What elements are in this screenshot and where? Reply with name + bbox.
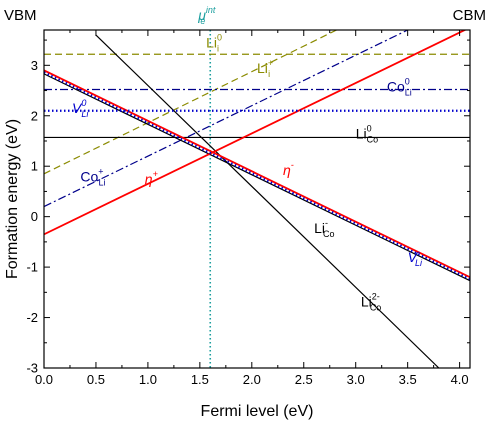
series-line-3: [44, 30, 410, 208]
series-line-8: [44, 71, 470, 281]
plot-area: [44, 30, 470, 368]
x-tick-label-6: 3.0: [347, 372, 365, 387]
x-tick-label-8: 4.0: [451, 372, 469, 387]
plot-frame: [43, 29, 471, 369]
y-tick-label-6: 3: [31, 58, 38, 73]
x-tick-label-1: 0.5: [87, 372, 105, 387]
x-tick-label-5: 2.5: [295, 372, 313, 387]
cbm-label: CBM: [453, 7, 486, 24]
y-axis-title: Formation energy (eV): [4, 119, 21, 279]
series-label-0: Li0 i: [206, 33, 222, 54]
series-label-2: Co0 Li: [387, 77, 412, 98]
x-axis-title: Fermi level (eV): [201, 403, 314, 420]
series-label-1: Li+ i: [257, 58, 273, 79]
series-line-9: [44, 69, 470, 279]
series-label-8: V-Li: [408, 247, 423, 268]
axes-layer: 0.0 0.5 1.0 1.5 2.0 2.5 3.0 3.5 4.0 -3 -2 -1 0 1 2 3 Fer…: [4, 29, 471, 420]
series-label-9: η-: [283, 160, 294, 178]
x-tick-label-0: 0.0: [35, 372, 53, 387]
mu-e-int-label: μint e: [197, 5, 216, 26]
series-line-10: [44, 30, 467, 236]
y-tick-label-2: -1: [26, 260, 38, 275]
y-tick-label-0: -3: [26, 361, 38, 376]
y-tick-label-5: 2: [31, 108, 38, 123]
vbm-label: VBM: [4, 7, 37, 24]
y-tick-label-3: 0: [31, 209, 38, 224]
series-label-10: η+: [145, 169, 158, 187]
series-line-1: [44, 30, 338, 175]
y-tick-label-4: 1: [31, 159, 38, 174]
series-label-6: Li2-Co: [361, 291, 381, 312]
x-tick-label-2: 1.0: [139, 372, 157, 387]
series-label-3: Co+ Li: [80, 166, 105, 187]
series-line-6: [95, 34, 440, 368]
series-label-4: V0 Li: [72, 98, 89, 119]
series-line-7: [44, 73, 470, 282]
x-tick-label-7: 3.5: [399, 372, 417, 387]
y-tick-label-1: -2: [26, 310, 38, 325]
x-tick-label-3: 1.5: [191, 372, 209, 387]
x-tick-label-4: 2.0: [243, 372, 261, 387]
series-label-7: Li-Co: [314, 218, 334, 239]
series-label-5: Li0 Co: [356, 123, 378, 144]
labels-layer: VBM CBM μint e Li0 i Li+ i Co0 Li Co+ Li V0 Li Li0 Co Li…: [4, 5, 486, 312]
series-layer: [44, 30, 470, 368]
